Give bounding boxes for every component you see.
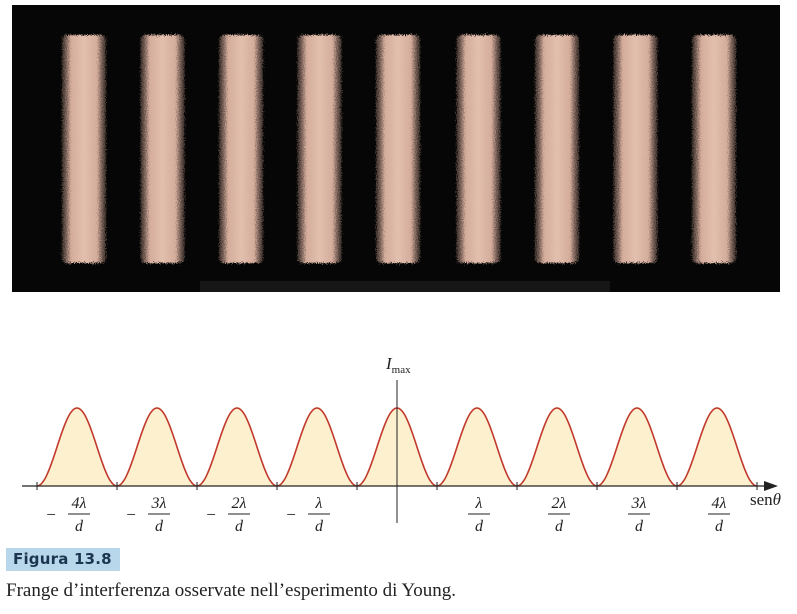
tick-denominator: d [75,518,84,535]
tick-denominator: d [555,518,564,535]
tick-numerator: 2λ [552,495,567,512]
tick-label: 4λ d [708,495,730,535]
fringe-band [219,35,263,263]
tick-numerator: 3λ [151,495,167,512]
fringe-band [456,35,501,263]
tick-numerator: 2λ [232,495,247,512]
fringe-band [692,35,736,263]
y-axis-label: Imax [385,354,411,376]
fringe-band [535,35,579,263]
tick-denominator: d [715,518,724,535]
tick-numerator: 4λ [712,495,727,512]
tick-label: 3λ d [628,495,650,535]
tick-numerator: 4λ [72,495,87,512]
tick-denominator: d [475,518,484,535]
tick-label: −3λ d [126,495,170,535]
figure-caption: Frange d’interferenza osservate nell’esp… [6,580,457,601]
fringe-band [376,35,420,263]
fringe-group [62,35,736,263]
tick-label: 2λ d [548,495,570,535]
figure-label: Figura 13.8 [6,548,120,571]
tick-denominator: d [235,518,244,535]
fringe-band [140,35,185,263]
tick-sign: − [126,505,136,524]
tick-denominator: d [635,518,644,535]
tick-numerator: 3λ [631,495,647,512]
tick-sign: − [286,505,296,524]
fringe-band [297,35,342,263]
x-axis-label: senθ [750,490,781,509]
fringe-band [62,35,106,263]
y-axis-label-main: I [385,354,393,373]
tick-denominator: d [315,518,324,535]
x-axis-label-prefix: sen [750,490,773,509]
tick-label: −4λ d [46,495,90,535]
fringe-band [613,35,658,263]
x-axis-label-symbol: θ [773,490,781,509]
tick-denominator: d [155,518,164,535]
x-axis-arrow-icon [764,481,778,491]
tick-label: λd [468,495,490,535]
tick-label: − λd [286,495,330,535]
photo-lower-band [200,281,610,292]
tick-sign: − [206,505,216,524]
interference-fringes-photo [12,5,780,292]
tick-label: −2λ d [206,495,250,535]
y-axis-label-sub: max [392,364,411,376]
tick-numerator: λ [475,495,483,512]
tick-sign: − [46,505,56,524]
tick-numerator: λ [315,495,323,512]
